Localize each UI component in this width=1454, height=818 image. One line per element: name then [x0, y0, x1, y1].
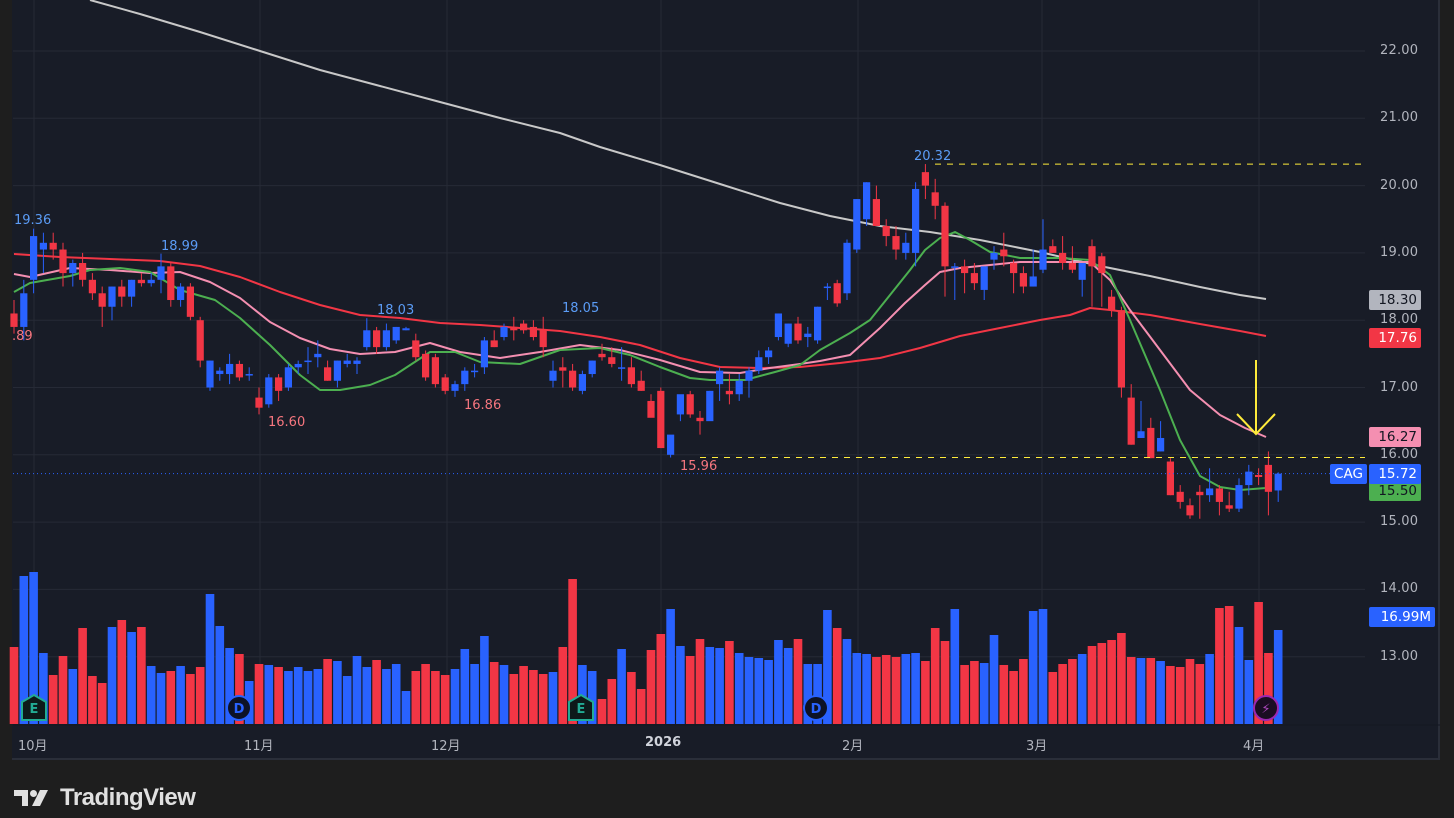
svg-text:D: D	[811, 702, 822, 717]
ma-slow-value: 17.76	[1378, 330, 1417, 346]
candles	[10, 164, 1282, 519]
down-arrow-icon[interactable]	[1236, 360, 1276, 436]
svg-text:⚡: ⚡	[1261, 702, 1270, 717]
price-tick-label: 22.00	[1380, 43, 1419, 58]
price-tick-label: 14.00	[1380, 581, 1419, 597]
price-tick-label: 20.00	[1380, 177, 1419, 193]
brand-name: TradingView	[60, 784, 196, 811]
volume-tag: 16.99M	[1369, 607, 1435, 627]
time-tick-label: 10月	[18, 739, 48, 754]
ma-slow-price-tag: 17.76	[1369, 328, 1421, 348]
high-price-label: 18.05	[562, 301, 600, 316]
last-price-tag: 15.72	[1369, 464, 1421, 484]
high-price-label: 19.36	[14, 213, 52, 228]
volume-value: 16.99M	[1380, 609, 1431, 625]
ma-long-line	[89, 0, 1267, 300]
price-tick-label: 13.00	[1380, 648, 1419, 664]
ma-fast-price-tag: 15.50	[1369, 481, 1421, 501]
price-tick-label: 19.00	[1380, 244, 1419, 260]
high-price-label: 18.99	[161, 239, 199, 254]
ma-mid-value: 16.27	[1378, 429, 1417, 445]
ma-mid-price-tag: 16.27	[1369, 427, 1421, 447]
high-price-label: 18.03	[377, 303, 415, 318]
time-tick-label: 3月	[1026, 739, 1048, 754]
svg-text:E: E	[577, 702, 586, 717]
svg-text:E: E	[30, 702, 39, 717]
dividend-event-icon[interactable]: D	[226, 695, 252, 721]
symbol-label: CAG	[1334, 466, 1363, 482]
low-price-label: .89	[12, 329, 33, 344]
tradingview-logo-icon	[14, 790, 48, 806]
ma-long-price-tag: 18.30	[1369, 290, 1421, 310]
price-tick-label: 15.00	[1380, 514, 1419, 530]
time-tick-label: 2026	[645, 735, 682, 750]
time-tick-label: 11月	[244, 739, 274, 754]
svg-text:D: D	[234, 702, 245, 717]
low-price-label: 16.60	[268, 415, 306, 430]
split-event-icon[interactable]: ⚡	[1253, 695, 1279, 721]
ma-fast-line	[13, 231, 1267, 491]
price-tick-label: 21.00	[1380, 110, 1419, 126]
earnings-event-icon[interactable]: E	[568, 693, 594, 721]
low-price-label: 15.96	[680, 459, 718, 474]
ma-fast-value: 15.50	[1378, 483, 1417, 499]
time-tick-label: 4月	[1243, 739, 1265, 754]
low-price-label: 16.86	[464, 398, 502, 413]
time-tick-label: 12月	[431, 739, 461, 754]
volume-bars	[9, 572, 1283, 724]
symbol-tag[interactable]: CAG	[1330, 464, 1367, 484]
ma-long-value: 18.30	[1378, 292, 1417, 308]
tradingview-logo[interactable]: TradingView	[14, 782, 196, 814]
price-tick-label: 18.00	[1380, 312, 1419, 328]
dividend-event-icon[interactable]: D	[803, 695, 829, 721]
time-tick-label: 2月	[842, 739, 864, 754]
last-price-value: 15.72	[1378, 466, 1417, 482]
price-tick-label: 17.00	[1380, 379, 1419, 395]
high-price-label: 20.32	[914, 149, 952, 164]
earnings-event-icon[interactable]: E	[21, 693, 47, 721]
ma-slow-line	[13, 253, 1267, 369]
price-tick-label: 16.00	[1380, 446, 1419, 462]
